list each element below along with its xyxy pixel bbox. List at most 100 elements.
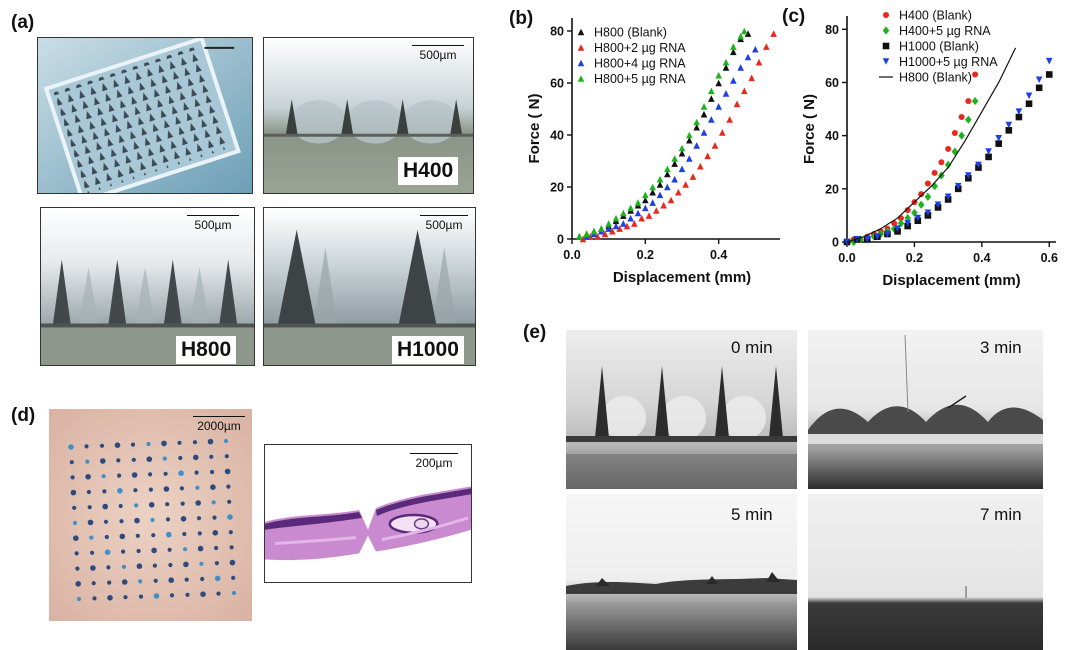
data-point: [965, 115, 972, 124]
stained-spot: [163, 471, 168, 476]
data-point: [671, 160, 678, 167]
data-point: [911, 208, 918, 217]
stained-spot: [69, 460, 74, 465]
stained-spot: [91, 581, 96, 586]
legend-marker: [882, 58, 890, 65]
series-2: [843, 71, 1053, 246]
stained-spot: [212, 530, 219, 536]
stained-spot: [152, 563, 157, 568]
data-point: [951, 129, 958, 136]
data-point: [924, 209, 932, 217]
stained-spot: [75, 581, 81, 587]
stained-spot: [119, 519, 124, 524]
data-point: [722, 90, 730, 97]
data-point: [623, 222, 631, 230]
data-point: [730, 48, 737, 56]
data-point: [918, 191, 925, 198]
data-point: [594, 233, 601, 240]
stained-spot: [90, 550, 95, 555]
stained-spot: [76, 596, 82, 602]
data-point: [744, 30, 752, 37]
stained-spot: [209, 454, 214, 459]
data-point: [752, 45, 759, 53]
stained-spot: [183, 547, 188, 552]
stained-spot: [224, 454, 229, 459]
data-point: [715, 71, 722, 79]
stained-spot: [153, 593, 160, 599]
data-point: [1035, 84, 1043, 92]
stained-spot: [183, 561, 189, 568]
data-point: [693, 118, 700, 126]
data-point: [689, 173, 697, 180]
stained-spot: [100, 458, 106, 464]
chart-c-svg: 0.0 0.2 0.4 0.6 0 20 40 60 80 Displacement (mm) Fo…: [801, 9, 1058, 290]
series-3: [576, 27, 748, 240]
h400-scale-bar: 500µm: [412, 45, 464, 62]
skin-scale-bar-label: 2000µm: [197, 419, 241, 433]
stained-spot: [89, 535, 94, 540]
stained-spot: [199, 561, 204, 566]
series-4: [846, 47, 1017, 243]
panel-label-a: (a): [11, 12, 35, 33]
data-point: [730, 77, 737, 84]
data-point: [631, 220, 638, 227]
data-point: [605, 220, 612, 227]
legend-label: H400+5 µg RNA: [899, 24, 991, 38]
data-point: [697, 162, 704, 170]
data-point: [686, 155, 693, 162]
y-tick-label: 0: [832, 236, 839, 250]
stained-spot: [116, 458, 121, 463]
h800-scale-bar: 500µm: [187, 215, 239, 232]
data-point: [660, 201, 667, 209]
data-point: [686, 131, 693, 139]
data-point: [995, 140, 1002, 147]
data-point: [700, 110, 708, 118]
data-point: [733, 100, 741, 108]
legend-label: H800+5 µg RNA: [594, 72, 686, 86]
stained-spot: [121, 549, 126, 554]
data-point: [763, 43, 770, 50]
data-point: [656, 191, 664, 199]
data-point: [917, 200, 925, 209]
x-axis-title: Displacement (mm): [613, 269, 751, 286]
y-tick-label: 80: [550, 25, 564, 39]
stained-spot: [138, 579, 143, 584]
y-tick-label: 20: [825, 182, 839, 196]
y-axis-title: Force ( N): [526, 93, 543, 163]
stained-spot: [227, 499, 232, 504]
data-point: [708, 95, 715, 102]
stained-spot: [85, 459, 90, 464]
stained-spot: [99, 443, 105, 448]
h1000-scale-bar-label: 500µm: [425, 218, 463, 232]
stained-spot: [178, 455, 183, 461]
x-axis-title: Displacement (mm): [882, 272, 1020, 289]
data-point: [914, 214, 922, 222]
stained-spot: [146, 441, 151, 447]
data-point: [664, 165, 671, 173]
x-tick-label: 0.2: [637, 248, 654, 262]
stained-spot: [117, 488, 123, 494]
stained-spot: [118, 503, 123, 509]
stained-spot: [184, 577, 189, 582]
stained-spot: [104, 549, 111, 555]
legend-marker: [577, 59, 585, 67]
data-point: [708, 116, 715, 123]
stained-spot: [167, 547, 172, 552]
time-label-5-min: 5 min: [731, 505, 773, 524]
data-point: [924, 192, 932, 201]
y-tick-label: 20: [550, 181, 564, 195]
legend-marker: [577, 28, 585, 36]
stained-spot: [121, 564, 126, 569]
stained-spot: [200, 576, 205, 582]
x-tick-label: 0.4: [973, 251, 990, 265]
data-point: [642, 191, 649, 199]
series-2: [576, 45, 759, 240]
data-point: [638, 214, 645, 222]
data-point: [971, 96, 979, 106]
stained-spot: [229, 559, 236, 566]
skin-scale-bar: 2000µm: [193, 416, 245, 433]
stained-spot: [182, 531, 187, 537]
time-label-3-min: 3 min: [980, 338, 1022, 357]
legend-label: H1000 (Blank): [899, 40, 979, 54]
